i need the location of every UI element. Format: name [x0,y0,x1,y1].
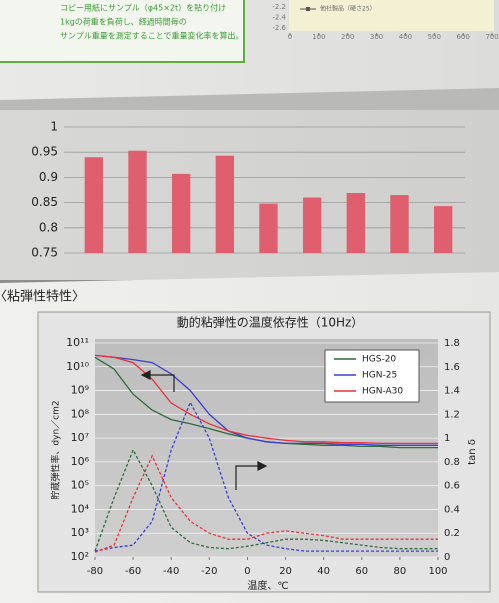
y2-tick-label: 1 [444,433,450,444]
x-tick-label: -20 [201,566,217,577]
arrow-right [235,465,264,490]
y-tick-label: 10⁴ [71,502,90,515]
x-tick-label: 0 [288,33,292,41]
top-plot-area [289,0,494,31]
bar [215,155,235,253]
legend-marker [306,7,310,11]
x-tick-label: 100 [428,566,447,577]
y-tick-label: 10⁹ [71,384,89,397]
y2-tick-label: 1.6 [444,362,460,373]
y-tick-label: 10⁶ [71,455,90,468]
y2-tick-label: 1.4 [444,386,460,397]
tan-delta-line [94,448,438,552]
bar [84,157,104,253]
y2-tick-label: 1.2 [444,409,460,420]
y-tick-label: 0.95 [31,145,58,159]
y-tick-label: 0.75 [31,246,58,260]
y2-tick-label: 0.6 [444,481,460,492]
bar [346,193,366,253]
x-tick-label: 0 [244,566,250,577]
y-tick-label: 10⁸ [71,407,90,420]
modulus-line [94,354,438,446]
y2-axis-label: tan δ [467,439,478,465]
legend-label: HGN-A30 [362,387,403,397]
x-tick-label: -80 [87,566,103,577]
note-line: 1kgの荷重を負荷し、経過時間毎の [60,17,187,27]
bar [390,195,409,253]
y-tick-label: -2.2 [272,3,286,11]
y-tick-label: 10⁵ [71,479,89,492]
y2-tick-label: 1.8 [444,338,460,349]
note-line: サンプル重量を測定することで重量変化率を算出。 [60,31,244,41]
chart-title: 動的粘弾性の温度依存性（10Hz） [177,315,364,330]
section-heading: 〈粘弾性特性〉 [0,290,85,305]
y-tick-label: 10⁷ [71,431,89,444]
legend-label: 他社製品（硬さ25） [320,5,376,13]
x-tick-label: 60 [355,566,368,577]
x-tick-label: 100 [312,33,325,41]
legend-label: HGN-25 [362,371,397,381]
modulus-line [94,354,438,445]
x-tick-label: 20 [279,566,292,577]
y-tick-label: 0.9 [39,170,58,184]
y-tick-label: -2.4 [272,14,286,22]
y-tick-label: 1 [50,120,58,134]
tan-delta-line [94,454,438,553]
y-tick-label: 10³ [71,526,89,539]
x-tick-label: 600 [456,33,469,41]
y2-tick-label: 0.2 [444,528,460,539]
x-axis-label: 温度、℃ [247,579,288,592]
note-box [0,0,245,63]
legend-label: HGS-20 [362,355,396,365]
note-line: コピー用紙にサンプル（φ45×2t）を貼り付け [60,3,226,13]
arrow-left [142,374,175,392]
arrow-head [257,461,268,471]
bar [433,206,453,253]
x-tick-label: -40 [163,566,179,577]
y2-tick-label: 0 [444,552,450,563]
bar [302,197,322,253]
bar [128,150,147,253]
arrows [140,370,268,490]
y-axis-label: 貯蔵弾性率、dyn／cm2 [50,400,62,499]
x-tick-label: 300 [370,33,383,41]
x-tick-label: 40 [317,566,330,577]
bar [171,173,191,253]
y2-tick-label: 0.4 [444,504,460,515]
x-tick-label: 200 [341,33,354,41]
x-tick-label: 500 [428,33,441,41]
y2-tick-label: 0.8 [444,457,460,468]
x-tick-label: 400 [399,33,412,41]
y-tick-label: 10¹⁰ [66,360,89,373]
x-tick-label: 80 [394,566,407,577]
y-tick-label: 0.8 [39,220,58,234]
y-tick-label: -2.6 [272,24,286,32]
y-tick-label: 10² [71,550,89,563]
x-tick-label: -60 [125,566,141,577]
x-tick-label: 700 [485,33,498,41]
bar [259,203,278,253]
content: コピー用紙にサンプル（φ45×2t）を貼り付け 1kgの荷重を負荷し、経過時間毎の… [0,3,499,593]
y-tick-label: 0.85 [31,195,58,209]
paper-middle [0,110,499,280]
y-tick-label: 10¹¹ [66,336,89,349]
arrow-head [140,370,151,380]
